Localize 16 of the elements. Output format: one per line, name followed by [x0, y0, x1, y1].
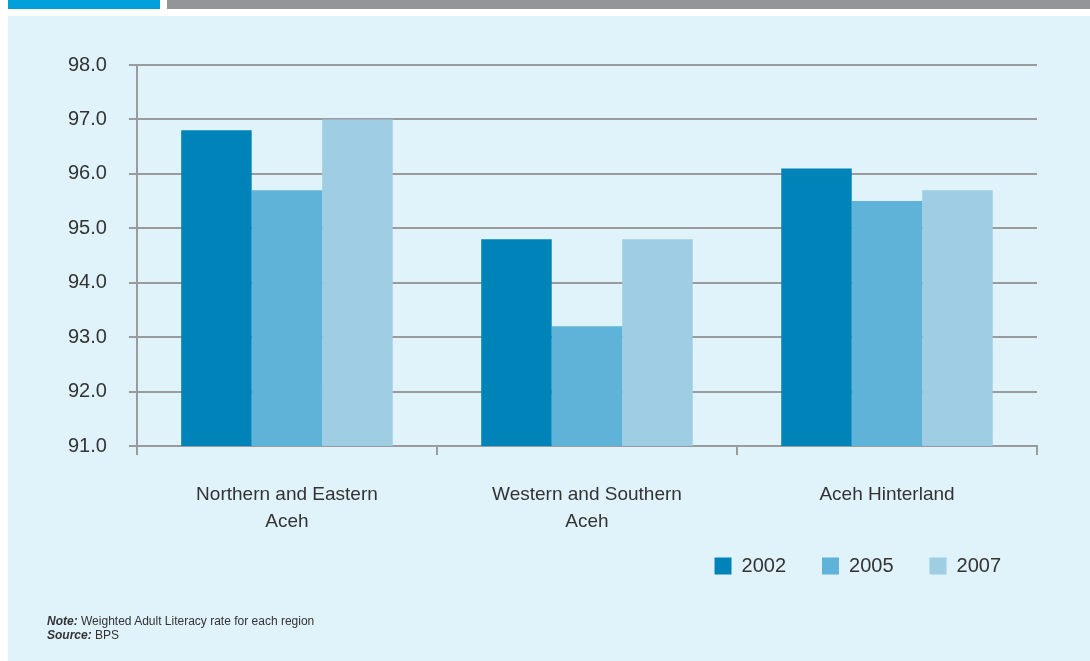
legend-label: 2002	[741, 553, 787, 576]
y-tick-label: 97.0	[67, 106, 107, 129]
y-tick-label: 96.0	[67, 161, 107, 184]
y-tick-label: 94.0	[67, 270, 107, 293]
source-note: Source: BPS	[47, 628, 121, 642]
y-tick-label: 95.0	[67, 215, 107, 238]
y-tick-label: 92.0	[67, 379, 107, 402]
legend-label: 2007	[956, 553, 1002, 576]
legend-label: 2005	[849, 553, 894, 576]
y-tick-label: 98.0	[67, 52, 107, 75]
y-tick-label: 91.0	[67, 433, 107, 456]
y-tick-label: 93.0	[67, 324, 107, 347]
x-tick-label: Western and Southern Aceh	[492, 482, 682, 531]
x-tick-label: Northern and Eastern Aceh	[196, 482, 378, 531]
x-tick-label: Aceh Hinterland	[819, 482, 955, 504]
text: Note: Weighted Adult Literacy rate for each region	[47, 614, 315, 628]
